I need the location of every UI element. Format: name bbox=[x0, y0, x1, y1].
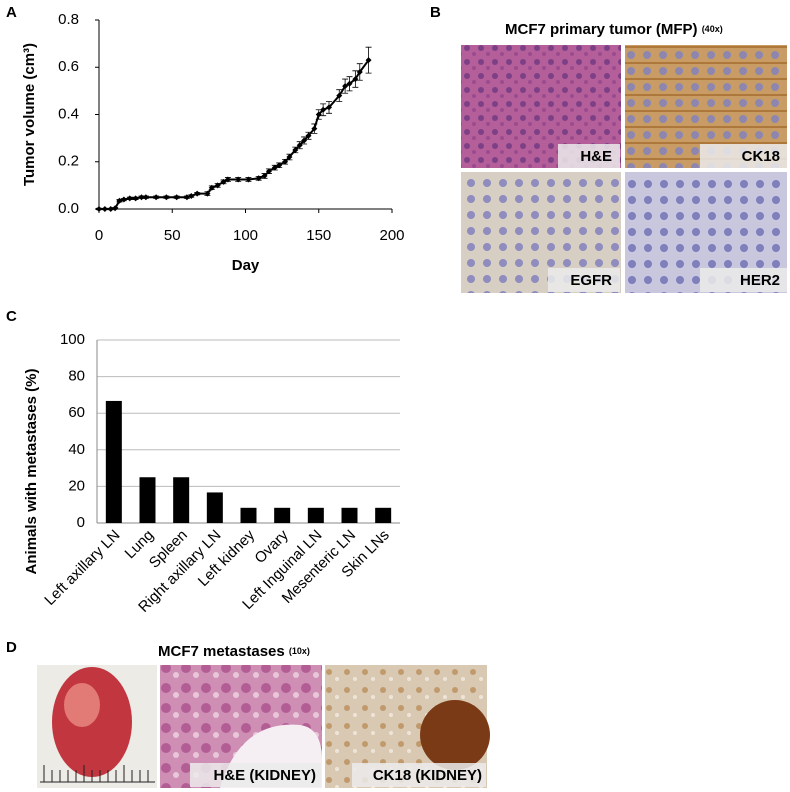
bar bbox=[206, 492, 223, 523]
y-tick-label: 100 bbox=[60, 331, 85, 348]
y-tick-label: 0.0 bbox=[58, 200, 79, 217]
marker bbox=[271, 164, 278, 171]
marker bbox=[188, 193, 195, 200]
y-axis-title: Animals with metastases (%) bbox=[23, 369, 40, 575]
bar bbox=[105, 400, 122, 523]
kidney-highlight bbox=[64, 683, 100, 727]
marker bbox=[224, 176, 231, 183]
image-label: EGFR bbox=[570, 272, 612, 289]
marker bbox=[220, 178, 227, 185]
label-box bbox=[352, 763, 486, 787]
marker bbox=[132, 195, 139, 202]
marker bbox=[365, 57, 372, 64]
tumor-region bbox=[420, 700, 490, 770]
marker bbox=[183, 194, 190, 201]
y-tick-label: 20 bbox=[68, 477, 85, 494]
marker bbox=[173, 194, 180, 201]
marker bbox=[320, 106, 327, 113]
label-box bbox=[558, 144, 620, 168]
marker bbox=[261, 172, 268, 179]
marker bbox=[120, 196, 127, 203]
marker bbox=[101, 206, 108, 212]
bar bbox=[307, 507, 324, 523]
y-tick-label: 0 bbox=[77, 514, 85, 531]
y-tick-label: 0.2 bbox=[58, 153, 79, 170]
marker bbox=[245, 176, 252, 183]
title-text: MCF7 metastases bbox=[158, 643, 285, 660]
image-label: HER2 bbox=[740, 272, 780, 289]
marker bbox=[142, 194, 149, 201]
image-label: CK18 bbox=[742, 148, 780, 165]
marker bbox=[126, 195, 133, 202]
label-box bbox=[700, 268, 787, 292]
bar bbox=[173, 477, 190, 523]
marker bbox=[286, 154, 293, 161]
title-text: MCF7 primary tumor (MFP) bbox=[505, 21, 698, 38]
panel-label: B bbox=[430, 4, 441, 21]
panel-label: D bbox=[6, 639, 17, 656]
marker bbox=[356, 68, 363, 75]
marker bbox=[204, 190, 211, 197]
marker bbox=[255, 175, 262, 182]
marker bbox=[116, 197, 123, 204]
label-box bbox=[548, 268, 620, 292]
marker bbox=[112, 205, 119, 212]
marker bbox=[235, 176, 242, 183]
image-label: H&E bbox=[580, 148, 612, 165]
y-axis-title: Tumor volume (cm³) bbox=[21, 43, 38, 186]
magnification: (40x) bbox=[702, 24, 723, 34]
marker bbox=[305, 132, 312, 139]
ruler bbox=[40, 765, 155, 783]
marker bbox=[311, 125, 318, 132]
marker bbox=[342, 83, 349, 90]
marker bbox=[194, 190, 201, 197]
bar bbox=[274, 507, 291, 523]
marker bbox=[336, 92, 343, 99]
panel-title: MCF7 metastases (10x) bbox=[158, 643, 310, 660]
x-tick-label: 200 bbox=[379, 227, 404, 244]
x-tick-label: 0 bbox=[95, 227, 103, 244]
y-tick-label: 0.4 bbox=[58, 105, 79, 122]
label-box bbox=[190, 763, 321, 787]
panel-label: A bbox=[6, 4, 17, 21]
y-tick-label: 0.8 bbox=[58, 11, 79, 28]
data-line bbox=[99, 59, 370, 210]
y-tick-label: 40 bbox=[68, 441, 85, 458]
panel-label: C bbox=[6, 308, 17, 325]
marker bbox=[163, 194, 170, 201]
x-tick-label: 100 bbox=[233, 227, 258, 244]
y-tick-label: 60 bbox=[68, 404, 85, 421]
marker bbox=[265, 168, 272, 175]
x-tick-label: 50 bbox=[164, 227, 181, 244]
marker bbox=[208, 184, 215, 191]
marker bbox=[326, 104, 333, 111]
bar bbox=[139, 477, 156, 523]
y-tick-label: 80 bbox=[68, 368, 85, 385]
bar bbox=[341, 507, 358, 523]
image-label: H&E (KIDNEY) bbox=[213, 767, 316, 784]
label-box bbox=[700, 144, 787, 168]
x-axis-title: Day bbox=[232, 257, 260, 274]
marker bbox=[214, 182, 221, 189]
bar bbox=[240, 507, 257, 523]
x-tick-label: 150 bbox=[306, 227, 331, 244]
x-tick-label: Left axillary LN bbox=[41, 527, 123, 609]
marker bbox=[346, 80, 353, 87]
panel-title: MCF7 primary tumor (MFP) (40x) bbox=[505, 21, 723, 38]
magnification: (10x) bbox=[289, 646, 310, 656]
marker bbox=[96, 206, 102, 212]
y-tick-label: 0.6 bbox=[58, 58, 79, 75]
marker bbox=[276, 162, 283, 169]
bar bbox=[375, 507, 392, 523]
marker bbox=[153, 194, 160, 201]
image-label: CK18 (KIDNEY) bbox=[373, 767, 482, 784]
